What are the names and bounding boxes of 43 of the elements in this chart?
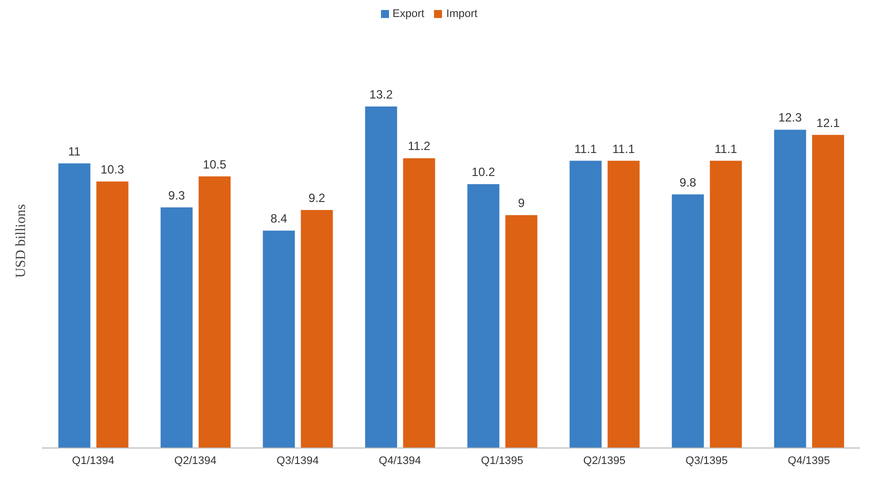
bar: [403, 158, 436, 448]
data-label: 10.5: [202, 157, 227, 172]
x-tick-label: Q4/1395: [788, 454, 830, 467]
data-label: 12.1: [816, 116, 840, 130]
x-tick-label: Q3/1395: [686, 454, 728, 467]
data-label: 12.3: [778, 110, 802, 125]
bar: [672, 194, 704, 448]
bar: [505, 215, 538, 448]
data-label: 9.8: [680, 175, 697, 190]
x-tick-label: Q1/1395: [481, 454, 524, 467]
legend-label: Export: [392, 8, 424, 20]
data-label: 10.2: [472, 165, 496, 180]
data-label: 9: [518, 196, 526, 210]
bar: [96, 181, 128, 448]
bar: [160, 207, 193, 448]
data-label: 13.2: [369, 87, 394, 102]
bar: [467, 184, 500, 448]
data-label: 11: [68, 144, 81, 158]
y-axis-title: USD billions: [14, 204, 29, 278]
bar: [710, 160, 742, 448]
x-tick-label: Q2/1394: [174, 454, 216, 467]
data-label: 11.2: [408, 139, 431, 154]
bar: [774, 130, 806, 448]
bar: [608, 160, 640, 448]
data-label: 9.3: [168, 188, 186, 202]
data-label: 11.1: [714, 142, 738, 156]
bar: [570, 160, 602, 448]
data-label: 9.2: [308, 190, 326, 205]
data-label: 10.3: [100, 162, 124, 176]
bar: [365, 106, 398, 448]
data-label: 11.1: [612, 142, 636, 156]
x-tick-label: Q3/1394: [276, 454, 319, 467]
bar: [198, 176, 231, 448]
bar: [300, 210, 333, 448]
legend-label: Import: [446, 8, 478, 20]
data-label: 8.4: [270, 212, 288, 226]
bar: [58, 163, 90, 448]
bar: [812, 134, 844, 448]
bar: [262, 230, 295, 448]
x-tick-label: Q2/1395: [583, 454, 626, 467]
x-tick-label: Q4/1394: [378, 454, 421, 467]
x-tick-label: Q1/1394: [72, 454, 114, 467]
data-label: 11.1: [574, 142, 598, 156]
